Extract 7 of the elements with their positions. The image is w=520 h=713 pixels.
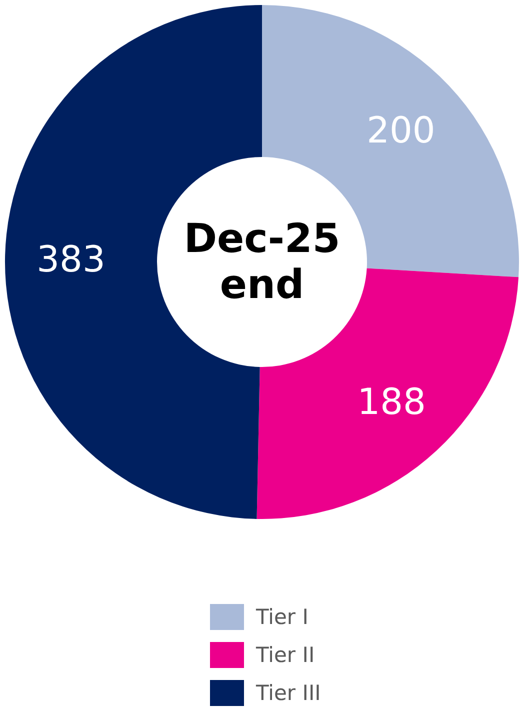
- data-label: 383: [36, 240, 106, 281]
- legend-label: Tier I: [255, 605, 308, 629]
- data-label: 188: [357, 382, 426, 423]
- data-label: 200: [366, 110, 436, 152]
- text: Dec-25 end: [184, 216, 340, 308]
- legend-label: Tier II: [255, 643, 315, 667]
- legend-label: Tier III: [255, 681, 321, 705]
